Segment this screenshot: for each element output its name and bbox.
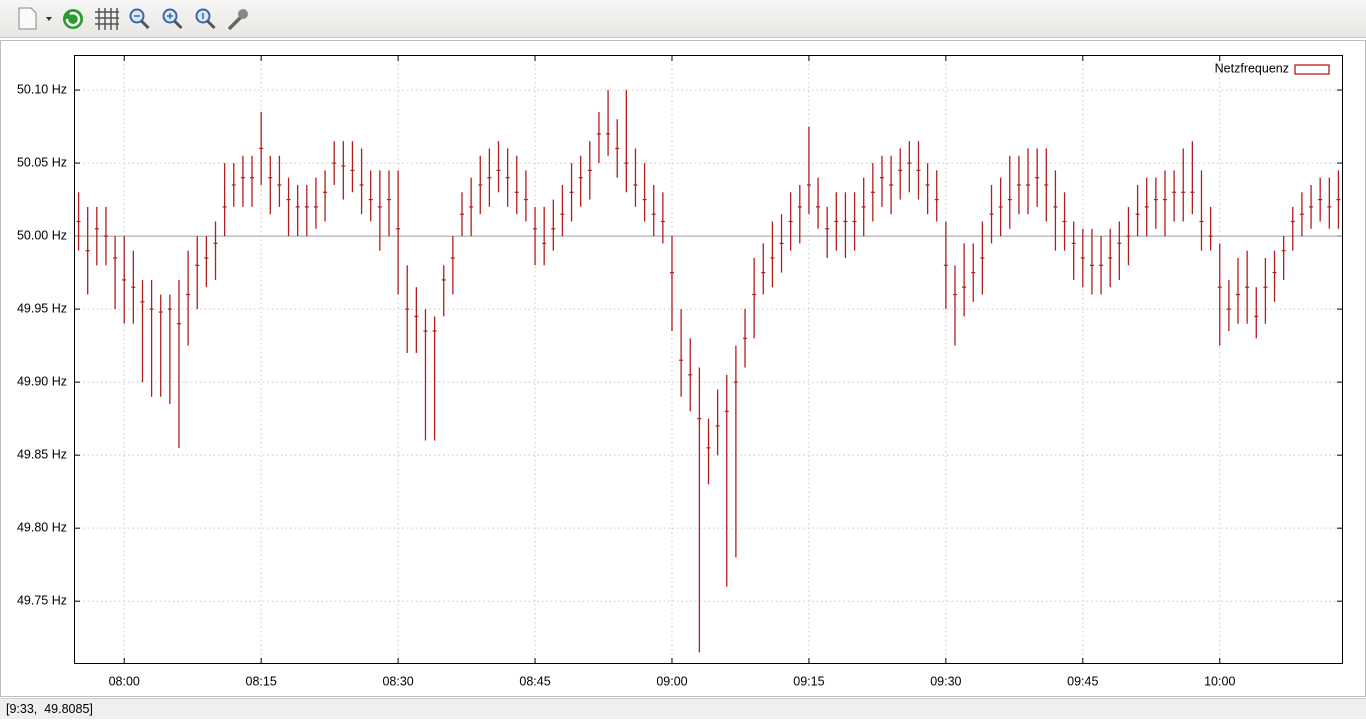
x-tick-label: 08:00 xyxy=(109,674,140,688)
export-dropdown[interactable] xyxy=(46,17,52,21)
y-tick-label: 49.95 Hz xyxy=(17,301,67,315)
settings-button[interactable] xyxy=(227,9,248,31)
toolbar xyxy=(0,0,1366,38)
x-tick-label: 09:15 xyxy=(793,674,824,688)
y-tick-label: 50.00 Hz xyxy=(17,228,67,242)
x-tick-label: 09:00 xyxy=(656,674,687,688)
refresh-button[interactable] xyxy=(63,9,83,29)
y-tick-label: 49.85 Hz xyxy=(17,447,67,461)
legend-label: Netzfrequenz xyxy=(1215,61,1289,75)
x-tick-label: 08:30 xyxy=(382,674,413,688)
x-tick-label: 10:00 xyxy=(1204,674,1235,688)
x-tick-label: 09:30 xyxy=(930,674,961,688)
x-tick-label: 08:15 xyxy=(246,674,277,688)
status-bar: [9:33, 49.8085] xyxy=(0,698,1366,719)
toolbar-icons xyxy=(18,7,248,31)
legend-swatch xyxy=(1294,64,1330,75)
y-tick-label: 50.05 Hz xyxy=(17,155,67,169)
y-tick-label: 50.10 Hz xyxy=(17,82,67,96)
chart: 49.75 Hz 49.80 Hz 49.85 Hz 49.90 Hz 49.95 Hz… xyxy=(0,0,1366,697)
plot: 49.75 Hz 49.80 Hz 49.85 Hz 49.90 Hz 49.95 Hz… xyxy=(17,55,1343,688)
plot-border xyxy=(74,55,1343,664)
x-tick-label: 09:45 xyxy=(1067,674,1098,688)
zoom-in-button[interactable] xyxy=(162,8,183,30)
zoom-out-button[interactable] xyxy=(129,8,150,30)
export-button[interactable] xyxy=(18,7,37,30)
x-tick-label: 08:45 xyxy=(519,674,550,688)
y-tick-label: 49.75 Hz xyxy=(17,593,67,607)
grid-button[interactable] xyxy=(95,8,119,30)
plot-panel xyxy=(0,40,1366,697)
y-tick-label: 49.90 Hz xyxy=(17,374,67,388)
y-tick-label: 49.80 Hz xyxy=(17,520,67,534)
zoom-reset-button[interactable] xyxy=(195,8,216,30)
